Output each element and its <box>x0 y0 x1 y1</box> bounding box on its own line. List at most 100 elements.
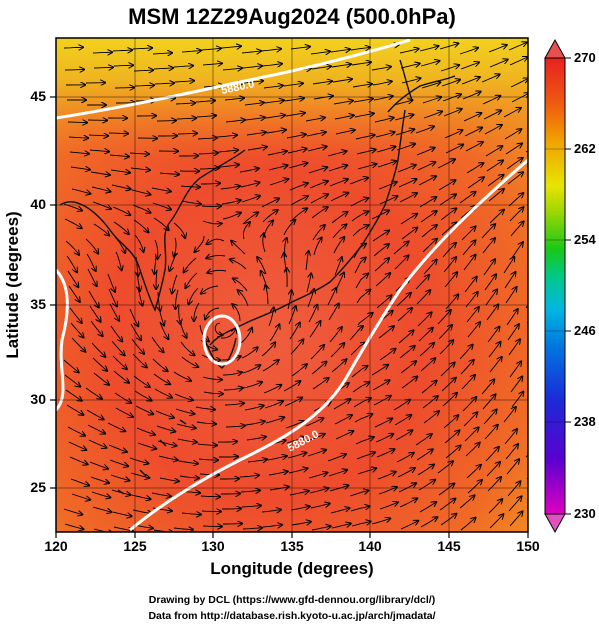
streamline-arrow <box>286 437 305 444</box>
streamline-arrow <box>264 401 283 409</box>
streamline-arrow <box>245 421 265 426</box>
streamline-arrow <box>400 361 416 374</box>
streamline-arrow <box>65 389 82 401</box>
streamline-arrow <box>109 303 119 321</box>
streamline-arrow <box>219 165 239 167</box>
streamline-arrow <box>156 425 175 432</box>
streamline-arrow <box>67 426 85 436</box>
streamline-arrow <box>90 172 110 175</box>
streamline-arrow <box>483 110 501 120</box>
streamline-arrow <box>440 363 455 377</box>
streamline-arrow <box>503 407 516 423</box>
height-contours <box>56 38 528 532</box>
streamline-arrow <box>223 388 243 390</box>
streamline-arrow <box>113 221 129 234</box>
streamline-arrow <box>267 151 287 156</box>
streamline-arrow <box>351 522 371 527</box>
streamline-arrow <box>91 342 105 357</box>
streamline-arrow <box>247 459 267 462</box>
streamline-arrow <box>396 453 414 463</box>
streamline-arrow <box>438 325 452 340</box>
streamline-arrow <box>415 434 432 446</box>
streamline-arrow <box>481 74 500 83</box>
credit-drawing: Drawing by DCL (https://www.gfd-dennou.o… <box>149 594 435 606</box>
streamline-arrow <box>510 377 522 393</box>
streamline-arrow <box>245 117 265 120</box>
streamline-arrow <box>438 180 456 191</box>
streamline-arrow <box>416 148 435 156</box>
streamline-arrow <box>111 340 125 355</box>
streamline-arrow <box>417 162 435 171</box>
streamline-arrow <box>197 138 217 139</box>
streamline-arrow <box>108 444 127 452</box>
streamline-arrow <box>509 361 521 378</box>
streamline-arrow <box>439 194 456 206</box>
streamline-arrow <box>371 67 391 70</box>
streamline-arrow <box>461 77 480 85</box>
streamline-arrow <box>331 64 351 67</box>
colorbar-scale <box>544 57 566 515</box>
streamline-arrow <box>445 446 461 459</box>
streamline-arrow <box>262 360 279 372</box>
streamline-arrow <box>417 312 432 327</box>
streamline-arrow <box>115 407 133 417</box>
streamline-arrow <box>108 288 117 306</box>
streamline-arrow <box>172 274 178 294</box>
streamline-arrow <box>87 424 105 434</box>
streamline-arrow <box>306 434 325 442</box>
streamline-arrow <box>220 329 236 339</box>
streamline-arrow <box>261 49 281 51</box>
streamline-arrow <box>158 455 178 460</box>
streamline-arrow <box>529 191 543 204</box>
streamline-arrow <box>89 461 108 469</box>
streamline-arrow <box>206 256 226 259</box>
streamline-arrow <box>137 286 143 306</box>
streamline-arrow <box>129 153 149 154</box>
streamline-arrow <box>417 465 434 476</box>
streamline-arrow <box>460 360 474 375</box>
streamline-arrow <box>179 304 181 324</box>
streamline-arrow <box>311 66 331 69</box>
streamline-arrow <box>401 78 421 84</box>
streamline-arrow <box>88 135 108 136</box>
streamline-arrow <box>466 307 479 323</box>
streamline-arrow <box>486 462 500 477</box>
streamline-arrow <box>423 411 439 424</box>
streamline-arrow <box>395 129 414 136</box>
streamline-arrow <box>291 208 307 221</box>
streamline-arrow <box>349 326 363 341</box>
streamline-arrow <box>68 285 80 302</box>
streamline-arrow <box>68 441 86 450</box>
streamline-arrow <box>394 415 411 426</box>
streamline-arrow <box>462 397 476 412</box>
streamline-arrow <box>89 150 109 152</box>
streamline-arrow <box>443 415 458 429</box>
streamline-arrow <box>527 493 528 494</box>
streamline-arrow <box>378 326 394 339</box>
streamline-arrow <box>374 418 392 428</box>
streamline-arrow <box>331 212 348 224</box>
streamline-arrow <box>151 336 164 352</box>
streamline-arrow <box>463 113 481 122</box>
streamline-arrow <box>354 414 372 423</box>
streamline-arrow <box>307 450 326 457</box>
streamline-arrow <box>306 251 309 271</box>
streamline-arrow <box>63 508 82 515</box>
streamline-arrow <box>459 192 476 204</box>
streamline-arrow <box>356 452 375 460</box>
streamline-arrow <box>395 430 413 441</box>
x-tick-label: 145 <box>437 538 461 554</box>
streamline-arrow <box>239 168 259 173</box>
streamline-arrow <box>241 506 261 508</box>
streamline-arrow <box>224 403 244 405</box>
streamline-arrow <box>86 253 96 271</box>
y-tick-label: 30 <box>30 391 46 407</box>
streamline-arrow <box>532 389 543 405</box>
streamline-arrow <box>284 98 304 101</box>
streamline-arrow <box>266 130 286 133</box>
y-axis-label: Latitude (degrees) <box>3 211 22 358</box>
streamline-arrow <box>308 167 327 174</box>
streamline-arrow <box>486 160 503 172</box>
streamline-arrow <box>375 132 395 138</box>
streamline-arrow <box>310 51 330 54</box>
